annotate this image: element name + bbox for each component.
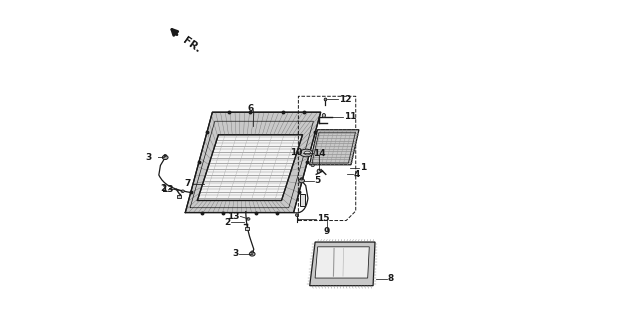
Text: 12: 12 [339,95,351,104]
Bar [300,194,305,205]
Polygon shape [197,135,302,200]
Text: 7: 7 [185,180,191,188]
Ellipse shape [298,179,304,183]
Ellipse shape [304,151,311,155]
Text: 11: 11 [344,113,356,122]
Ellipse shape [163,156,168,160]
Text: 8: 8 [388,274,394,283]
Text: 13: 13 [161,185,174,194]
Polygon shape [185,112,321,212]
Text: 1: 1 [360,164,366,172]
Text: FR.: FR. [181,35,203,54]
Ellipse shape [247,218,250,220]
Polygon shape [309,130,359,165]
Ellipse shape [324,98,327,101]
Text: 3: 3 [145,153,151,162]
Ellipse shape [250,252,255,256]
Text: 13: 13 [227,212,239,221]
Polygon shape [315,247,370,278]
Ellipse shape [300,149,312,157]
Ellipse shape [323,114,326,117]
Text: 5: 5 [314,176,321,185]
Text: 3: 3 [232,250,238,259]
Ellipse shape [181,190,184,193]
Text: 9: 9 [324,227,330,236]
Bar [245,227,249,230]
Ellipse shape [317,169,321,173]
Ellipse shape [295,214,298,216]
Text: 2: 2 [160,184,166,193]
Text: 10: 10 [290,148,302,157]
Text: 6: 6 [247,104,253,113]
Text: 2: 2 [224,218,231,227]
Text: 4: 4 [354,170,361,179]
Text: 14: 14 [313,149,326,158]
Text: 15: 15 [317,214,330,223]
Polygon shape [310,242,375,286]
Ellipse shape [311,164,314,167]
Bar [177,195,181,198]
